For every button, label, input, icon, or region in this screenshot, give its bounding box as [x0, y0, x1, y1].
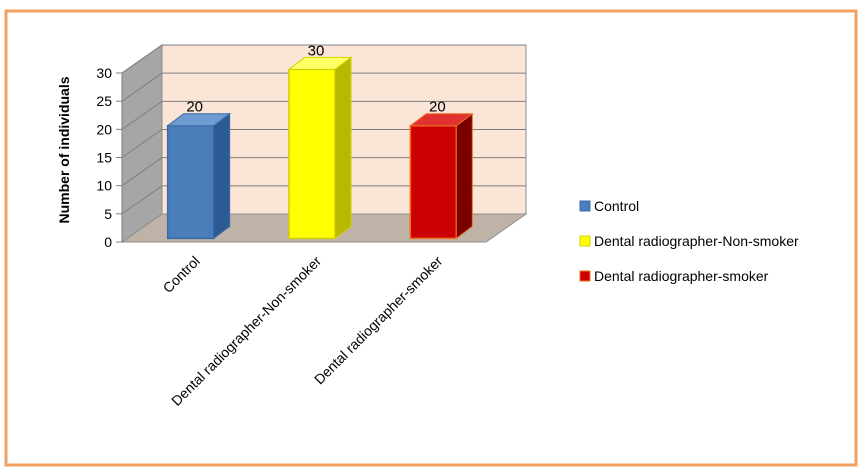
legend-label: Dental radiographer-Non-smoker	[594, 233, 799, 249]
data-label: 30	[308, 42, 325, 59]
legend-label: Dental radiographer-smoker	[594, 268, 769, 284]
y-tick-label: 5	[104, 206, 112, 222]
gridline	[121, 72, 526, 102]
legend-item: Dental radiographer-smoker	[579, 268, 769, 284]
y-tick-label: 25	[96, 93, 112, 109]
bar-front	[288, 68, 336, 240]
gridlines	[121, 44, 526, 215]
y-tick-label: 30	[96, 65, 112, 81]
gridline	[121, 157, 526, 187]
legend-item: Dental radiographer-Non-smoker	[579, 233, 799, 249]
bar-top	[408, 113, 474, 127]
legend: Control Dental radiographer-Non-smoker Den…	[579, 198, 799, 284]
bar-side	[455, 112, 473, 240]
bar-front	[166, 124, 215, 240]
gridline	[121, 185, 526, 215]
legend-swatch	[579, 200, 591, 212]
bar-top	[166, 113, 232, 127]
gridline	[121, 100, 526, 130]
bar-top	[287, 56, 353, 70]
gridline	[121, 44, 526, 74]
bars: 20 30 20	[166, 42, 474, 240]
legend-label: Control	[594, 198, 639, 214]
bar	[408, 112, 474, 240]
y-tick-label: 10	[96, 178, 112, 194]
legend-item: Control	[579, 198, 639, 214]
legend-swatch	[579, 270, 591, 282]
bar-side	[213, 112, 231, 240]
legend-swatch	[579, 235, 591, 247]
y-axis-title: Number of individuals	[56, 76, 72, 223]
data-label: 20	[186, 99, 203, 116]
bar-front	[409, 124, 458, 240]
y-tick-label: 15	[96, 150, 112, 166]
bar	[166, 112, 232, 240]
gridline	[121, 129, 526, 158]
y-tick-label: 20	[96, 121, 112, 137]
y-tick-label: 0	[104, 234, 112, 250]
data-label: 20	[429, 99, 446, 116]
bar	[287, 56, 353, 240]
y-axis: 0 5 10 15 20 25 30	[96, 65, 123, 250]
bar-side	[334, 56, 352, 240]
